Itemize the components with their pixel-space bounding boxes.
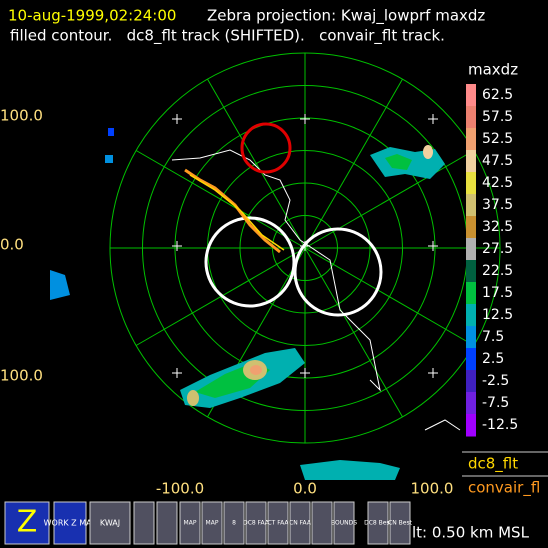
toolbar-button[interactable]	[53, 501, 87, 545]
plus-marker	[172, 368, 182, 378]
toolbar-label: CN Best	[388, 520, 413, 527]
colorbar-swatch	[466, 414, 476, 437]
toolbar-label: CT FAA	[267, 520, 289, 527]
colorbar-swatch	[466, 172, 476, 195]
colorbar-swatch	[466, 392, 476, 415]
colorbar-label: 57.5	[482, 109, 513, 125]
toolbar-label: BOUNDS	[331, 520, 357, 527]
colorbar-label: 32.5	[482, 219, 513, 235]
colorbar-label: 22.5	[482, 263, 513, 279]
colorbar-swatch	[466, 238, 476, 261]
toolbar-icon[interactable]	[133, 501, 155, 545]
plus-marker	[428, 368, 438, 378]
toolbar-label: DC8 Best	[364, 520, 392, 527]
plus-marker	[300, 114, 310, 124]
toolbar-icon[interactable]	[311, 501, 333, 545]
x-axis-label: 100.0	[411, 480, 454, 498]
spoke	[304, 247, 403, 418]
y-axis-label: 100.0	[0, 367, 43, 385]
plus-marker	[428, 241, 438, 251]
spoke	[304, 150, 475, 249]
colorbar-swatch	[466, 260, 476, 283]
colorbar-label: 52.5	[482, 131, 513, 147]
colorbar-label: 42.5	[482, 175, 513, 191]
toolbar-button[interactable]	[389, 501, 411, 545]
toolbar-label: CN FAA	[289, 520, 312, 527]
colorbar-swatch	[466, 282, 476, 305]
colorbar-label: 2.5	[482, 351, 504, 367]
colorbar-swatch	[466, 304, 476, 327]
y-axis-label: 100.0	[0, 107, 43, 125]
colorbar-swatch	[466, 150, 476, 173]
colorbar-label: 12.5	[482, 307, 513, 323]
range-circle	[293, 227, 383, 317]
plus-marker	[172, 114, 182, 124]
echoes	[50, 128, 445, 480]
annotations: 10-aug-1999,02:24:00 Zebra projection: Kw…	[0, 7, 540, 545]
colorbar-label: 47.5	[482, 153, 513, 169]
spoke	[135, 247, 306, 346]
colorbar-swatch	[466, 348, 476, 371]
altitude: lt: 0.50 km MSL	[412, 524, 530, 542]
x-axis-label: 0.0	[293, 480, 317, 498]
highlight-circle	[240, 122, 292, 174]
toolbar-button[interactable]	[201, 501, 223, 545]
toolbar-button[interactable]	[223, 501, 245, 545]
colorbar-label: -2.5	[482, 373, 509, 389]
toolbar-label: DC8 FAA	[243, 520, 270, 527]
subtitle: filled contour. dc8_flt track (SHIFTED).…	[10, 27, 445, 46]
toolbar-label: WORK Z MAP	[44, 519, 97, 528]
colorbar-swatch	[466, 106, 476, 129]
spoke	[135, 150, 306, 249]
timestamp: 10-aug-1999,02:24:00	[8, 7, 176, 25]
colorbar-title: maxdz	[468, 61, 518, 79]
toolbar-button[interactable]	[289, 501, 311, 545]
title: Zebra projection: Kwaj_lowprf maxdz	[207, 7, 485, 26]
colorbar-label: 37.5	[482, 197, 513, 213]
toolbar-button[interactable]	[245, 501, 267, 545]
x-axis-label: -100.0	[156, 480, 204, 498]
track-legend: convair_fl	[468, 479, 540, 498]
colorbar-swatch	[466, 326, 476, 349]
plus-marker	[172, 241, 182, 251]
toolbar-button[interactable]	[179, 501, 201, 545]
convair-track	[184, 168, 281, 254]
toolbar-label: KWAJ	[100, 519, 120, 528]
colorbar-label: -7.5	[482, 395, 509, 411]
plus-marker	[428, 114, 438, 124]
toolbar-button[interactable]	[267, 501, 289, 545]
toolbar-label: Z	[17, 505, 38, 540]
toolbar-button[interactable]	[89, 501, 131, 545]
track-legend: dc8_flt	[468, 455, 518, 474]
toolbar-button[interactable]	[367, 501, 389, 545]
colorbar-label: 17.5	[482, 285, 513, 301]
range-circle	[204, 216, 296, 308]
plus-marker	[300, 368, 310, 378]
coastline	[424, 419, 461, 431]
colorbar-label: -12.5	[482, 417, 518, 433]
toolbar-label: MAP	[184, 520, 197, 527]
toolbar-label: 8	[232, 520, 236, 527]
spoke	[304, 78, 403, 249]
toolbar-label: MAP	[206, 520, 219, 527]
dc8-track	[189, 174, 285, 251]
colorbar-swatch	[466, 84, 476, 107]
toolbar-icon[interactable]	[156, 501, 178, 545]
spoke	[207, 78, 306, 249]
colorbar-label: 27.5	[482, 241, 513, 257]
colorbar-label: 62.5	[482, 87, 513, 103]
colorbar-label: 7.5	[482, 329, 504, 345]
toolbar-button[interactable]	[333, 501, 355, 545]
y-axis-label: 0.0	[0, 236, 24, 254]
spoke	[304, 247, 475, 346]
colorbar-swatch	[466, 216, 476, 239]
toolbar-button[interactable]	[4, 501, 50, 545]
colorbar-swatch	[466, 370, 476, 393]
coastline	[171, 149, 381, 392]
colorbar-swatch	[466, 194, 476, 217]
colorbar-swatch	[466, 128, 476, 151]
